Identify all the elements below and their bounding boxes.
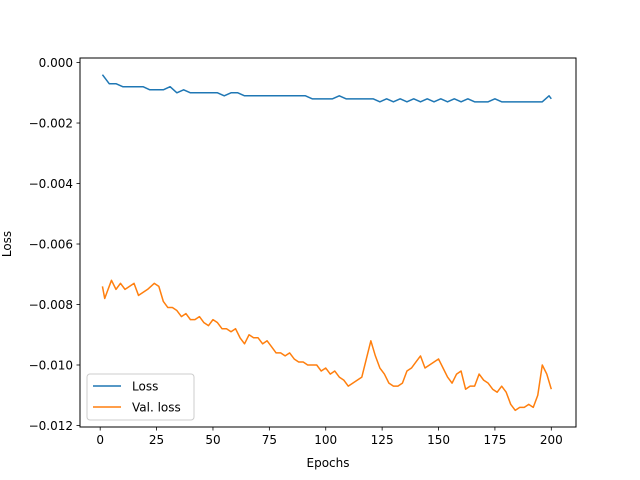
y-tick-label: −0.002	[29, 116, 73, 130]
x-tick-label: 125	[371, 433, 394, 447]
series-line-val-loss	[101, 279, 553, 412]
x-tick-label: 100	[314, 433, 337, 447]
series-line-loss	[101, 74, 552, 103]
y-tick-label: −0.008	[29, 298, 73, 312]
x-tick-label: 0	[96, 433, 104, 447]
legend-label-loss: Loss	[132, 380, 158, 394]
ticks-layer: 0 25 50 75 100 125 150 175 200 0.000 −0.002 −0.004 −…	[29, 56, 563, 447]
x-tick-label: 25	[149, 433, 164, 447]
legend-label-val-loss: Val. loss	[132, 401, 181, 415]
x-tick-label: 50	[205, 433, 220, 447]
y-tick-label: −0.010	[29, 358, 73, 372]
y-tick-label: −0.006	[29, 237, 73, 251]
x-tick-label: 75	[262, 433, 277, 447]
y-tick-label: 0.000	[39, 56, 73, 70]
axes-frame	[79, 57, 577, 428]
x-tick-label: 150	[427, 433, 450, 447]
y-axis-label: Loss	[0, 231, 14, 257]
plot-area	[80, 58, 576, 427]
x-axis-label: Epochs	[307, 456, 350, 470]
series-layer	[101, 74, 553, 412]
x-tick-label: 200	[540, 433, 563, 447]
legend: Loss Val. loss	[86, 373, 195, 421]
y-tick-label: −0.004	[29, 177, 73, 191]
y-tick-label: −0.012	[29, 419, 73, 433]
x-tick-label: 175	[483, 433, 506, 447]
